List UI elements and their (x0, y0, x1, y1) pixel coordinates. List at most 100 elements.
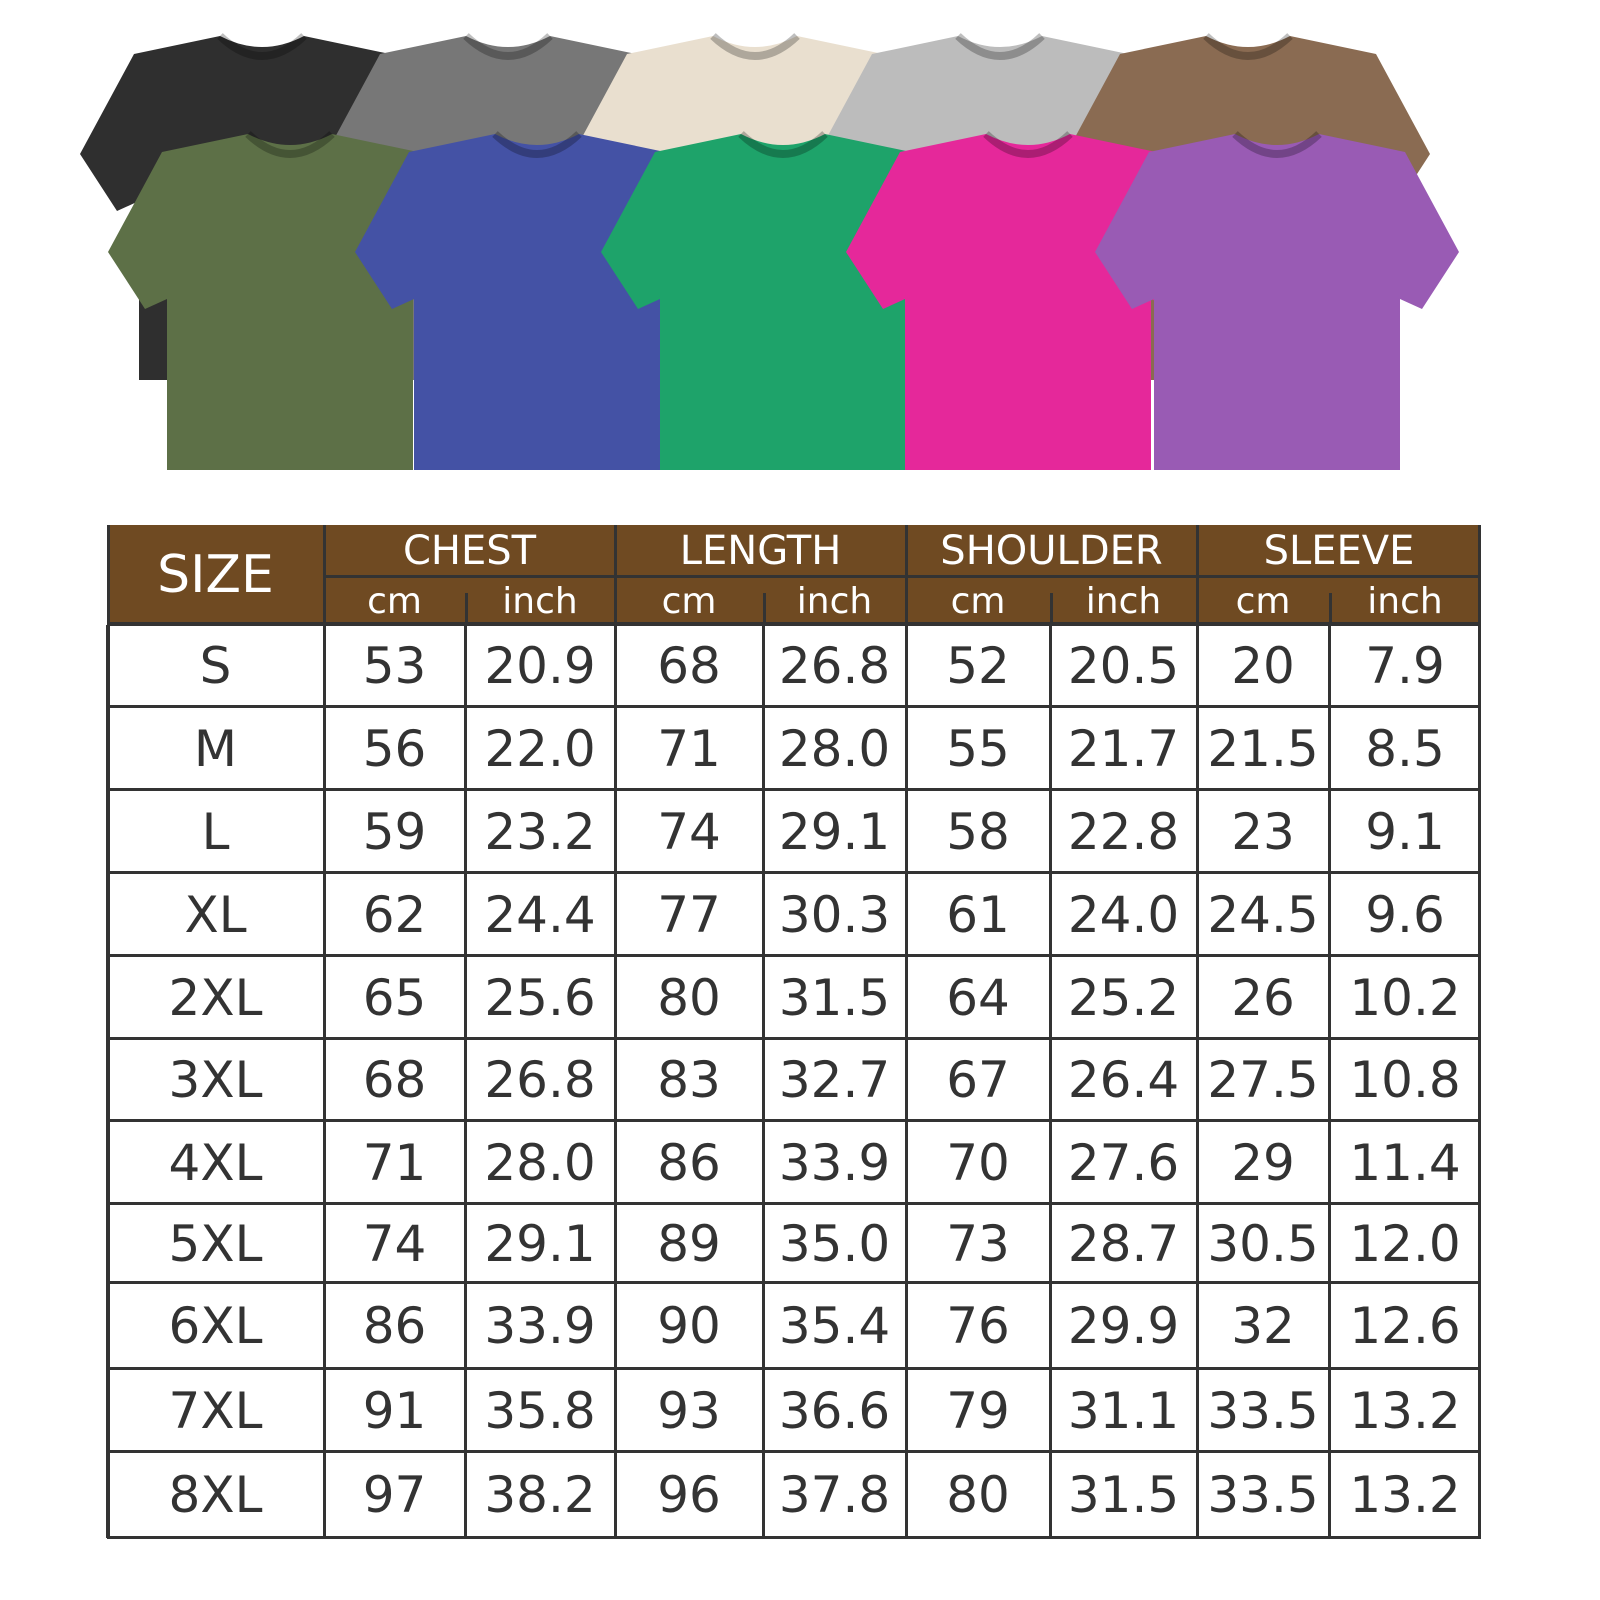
measurement-cell: 70 (946, 1133, 1010, 1192)
measurement-cell: 33.5 (1207, 1466, 1319, 1524)
outer-left-border (107, 525, 110, 1538)
measurement-cell: 23 (1231, 802, 1295, 861)
measurement-cell: 23.2 (484, 802, 596, 861)
measurement-cell: 35.8 (484, 1381, 596, 1440)
size-label: 7XL (168, 1381, 263, 1440)
measurement-cell: 12.6 (1349, 1297, 1461, 1355)
measurement-cell: 29 (1231, 1133, 1295, 1192)
unit-header: cm (950, 580, 1006, 622)
measurement-cell: 73 (946, 1214, 1010, 1273)
header-divider (615, 575, 906, 578)
size-chart-table: SIZE CHEST cm inch LENGTH cm inch SHOULDER cm inc… (106, 525, 1481, 1539)
size-label: L (201, 802, 230, 861)
measurement-cell: 77 (657, 885, 721, 944)
measurement-cell: 74 (657, 802, 721, 861)
measurement-cell: 33.5 (1207, 1381, 1319, 1440)
measurement-cell: 8.5 (1365, 719, 1445, 778)
column-group-header: SHOULDER (940, 528, 1163, 574)
measurement-cell: 35.0 (778, 1214, 891, 1273)
measurement-cell: 27.5 (1207, 1051, 1319, 1109)
measurement-cell: 30.5 (1207, 1214, 1319, 1273)
tshirt-purple (1095, 131, 1459, 470)
column-divider (464, 625, 467, 1538)
measurement-cell: 31.1 (1067, 1381, 1180, 1440)
column-divider (1328, 625, 1331, 1538)
measurement-cell: 28.7 (1067, 1214, 1180, 1273)
size-label: 5XL (168, 1214, 263, 1273)
measurement-cell: 24.4 (484, 885, 596, 944)
row-divider (107, 1119, 1481, 1122)
row-divider (107, 871, 1481, 874)
measurement-cell: 55 (946, 719, 1010, 778)
measurement-cell: 26.8 (778, 637, 891, 695)
measurement-cell: 10.2 (1349, 968, 1461, 1027)
column-divider (905, 625, 908, 1538)
measurement-cell: 22.0 (484, 719, 596, 778)
measurement-cell: 61 (946, 885, 1010, 944)
measurement-cell: 52 (946, 637, 1010, 695)
measurement-cell: 26 (1231, 968, 1295, 1027)
measurement-cell: 11.4 (1349, 1133, 1461, 1192)
header-divider (324, 575, 615, 578)
unit-divider (1050, 593, 1053, 625)
group-divider (1196, 525, 1199, 625)
measurement-cell: 30.3 (778, 885, 891, 944)
measurement-cell: 33.9 (484, 1297, 596, 1355)
unit-header: inch (1367, 580, 1443, 622)
measurement-cell: 38.2 (484, 1466, 596, 1524)
measurement-cell: 20 (1231, 637, 1295, 695)
unit-header: cm (1235, 580, 1291, 622)
unit-divider (465, 593, 468, 625)
measurement-cell: 53 (362, 637, 427, 695)
row-divider (107, 1202, 1481, 1205)
measurement-cell: 96 (657, 1466, 721, 1524)
measurement-cell: 62 (362, 885, 427, 944)
measurement-cell: 68 (362, 1051, 427, 1109)
measurement-cell: 68 (657, 637, 721, 695)
measurement-cell: 79 (946, 1381, 1010, 1440)
tshirt-color-lineup (80, 33, 1459, 470)
column-divider (762, 625, 765, 1538)
header-bottom-border (107, 622, 1481, 626)
column-divider (1196, 625, 1199, 1538)
measurement-cell: 26.4 (1067, 1051, 1180, 1109)
measurement-cell: 71 (657, 719, 721, 778)
measurement-cell: 9.6 (1365, 885, 1445, 944)
measurement-cell: 29.1 (778, 802, 891, 861)
unit-divider (1329, 593, 1332, 625)
measurement-cell: 32 (1231, 1297, 1295, 1355)
measurement-cell: 97 (362, 1466, 427, 1524)
size-label: 4XL (168, 1133, 263, 1192)
measurement-cell: 26.8 (484, 1051, 596, 1109)
measurement-cell: 20.5 (1067, 637, 1180, 695)
measurement-cell: 13.2 (1349, 1466, 1461, 1524)
unit-header: cm (661, 580, 717, 622)
measurement-cell: 91 (362, 1381, 427, 1440)
measurement-cell: 86 (362, 1297, 427, 1355)
size-label: 8XL (168, 1466, 263, 1524)
measurement-cell: 33.9 (778, 1133, 891, 1192)
measurement-cell: 31.5 (1067, 1466, 1180, 1524)
measurement-cell: 24.5 (1207, 885, 1319, 944)
measurement-cell: 21.5 (1207, 719, 1319, 778)
header-divider (1197, 575, 1481, 578)
measurement-cell: 83 (657, 1051, 721, 1109)
measurement-cell: 25.2 (1067, 968, 1180, 1027)
measurement-cell: 29.1 (484, 1214, 596, 1273)
column-divider (323, 625, 326, 1538)
size-label: M (193, 719, 238, 778)
measurement-cell: 12.0 (1349, 1214, 1461, 1273)
row-divider (107, 705, 1481, 708)
row-divider (107, 1281, 1481, 1284)
measurement-cell: 71 (362, 1133, 427, 1192)
measurement-cell: 56 (362, 719, 427, 778)
measurement-cell: 58 (946, 802, 1010, 861)
outer-right-border (1478, 525, 1481, 1538)
measurement-cell: 64 (946, 968, 1010, 1027)
measurement-cell: 76 (946, 1297, 1010, 1355)
measurement-cell: 67 (946, 1051, 1010, 1109)
row-divider (107, 1367, 1481, 1370)
column-group-header: CHEST (402, 528, 537, 574)
unit-header: inch (502, 580, 578, 622)
group-divider (614, 525, 617, 625)
